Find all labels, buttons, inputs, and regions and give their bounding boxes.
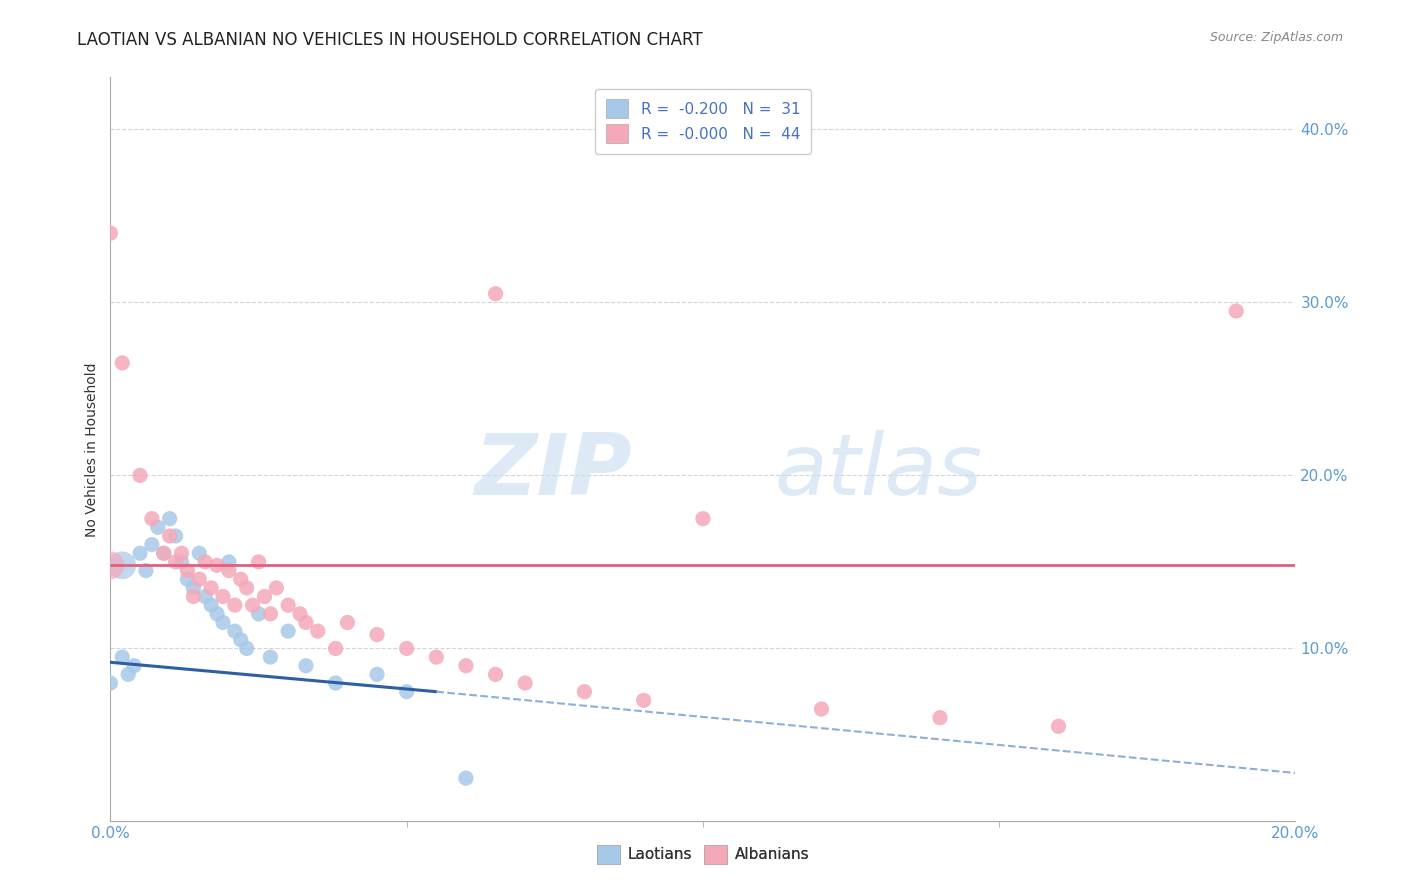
Point — [259, 607, 281, 621]
Point — [159, 511, 181, 525]
Point — [395, 684, 418, 698]
Point — [111, 650, 134, 665]
Point — [188, 572, 211, 586]
Point — [135, 564, 157, 578]
Point — [229, 632, 252, 647]
Point — [183, 590, 205, 604]
Point — [1225, 304, 1247, 318]
Point — [366, 627, 388, 641]
Point — [170, 546, 193, 560]
Point — [1047, 719, 1070, 733]
Point — [111, 558, 134, 573]
Point — [454, 658, 477, 673]
Point — [100, 676, 122, 690]
Point — [633, 693, 655, 707]
Point — [454, 771, 477, 785]
Point — [515, 676, 537, 690]
Point — [288, 607, 311, 621]
Point — [200, 598, 222, 612]
Point — [325, 641, 347, 656]
Point — [188, 546, 211, 560]
Point — [176, 572, 198, 586]
Text: LAOTIAN VS ALBANIAN NO VEHICLES IN HOUSEHOLD CORRELATION CHART: LAOTIAN VS ALBANIAN NO VEHICLES IN HOUSE… — [77, 31, 703, 49]
Point — [194, 555, 217, 569]
Point — [929, 711, 952, 725]
Point — [129, 546, 152, 560]
Point — [212, 590, 235, 604]
Point — [170, 555, 193, 569]
Point — [277, 624, 299, 639]
Y-axis label: No Vehicles in Household: No Vehicles in Household — [86, 362, 100, 537]
Point — [307, 624, 329, 639]
Point — [224, 624, 246, 639]
Point — [212, 615, 235, 630]
Point — [205, 558, 228, 573]
Point — [165, 555, 187, 569]
Point — [205, 607, 228, 621]
Point — [129, 468, 152, 483]
Point — [100, 558, 122, 573]
Point — [218, 555, 240, 569]
Point — [325, 676, 347, 690]
Point — [277, 598, 299, 612]
Point — [247, 607, 270, 621]
Point — [336, 615, 359, 630]
Point — [111, 356, 134, 370]
Point — [242, 598, 264, 612]
Point — [152, 546, 174, 560]
Point — [295, 658, 318, 673]
Point — [235, 641, 257, 656]
Point — [117, 667, 139, 681]
Point — [176, 564, 198, 578]
Text: atlas: atlas — [775, 430, 981, 513]
Point — [810, 702, 832, 716]
Point — [247, 555, 270, 569]
Point — [194, 590, 217, 604]
Point — [295, 615, 318, 630]
Point — [253, 590, 276, 604]
Point — [692, 511, 714, 525]
Point — [366, 667, 388, 681]
Point — [266, 581, 288, 595]
Point — [484, 667, 506, 681]
Legend: Laotians, Albanians: Laotians, Albanians — [591, 838, 815, 870]
Point — [235, 581, 257, 595]
Point — [259, 650, 281, 665]
Point — [165, 529, 187, 543]
Point — [146, 520, 169, 534]
Point — [425, 650, 447, 665]
Point — [100, 226, 122, 240]
Point — [395, 641, 418, 656]
Text: Source: ZipAtlas.com: Source: ZipAtlas.com — [1209, 31, 1343, 45]
Point — [122, 658, 145, 673]
Point — [159, 529, 181, 543]
Point — [141, 538, 163, 552]
Point — [218, 564, 240, 578]
Point — [152, 546, 174, 560]
Point — [574, 684, 596, 698]
Text: ZIP: ZIP — [474, 430, 631, 513]
Point — [484, 286, 506, 301]
Point — [229, 572, 252, 586]
Point — [224, 598, 246, 612]
Point — [200, 581, 222, 595]
Point — [183, 581, 205, 595]
Point — [141, 511, 163, 525]
